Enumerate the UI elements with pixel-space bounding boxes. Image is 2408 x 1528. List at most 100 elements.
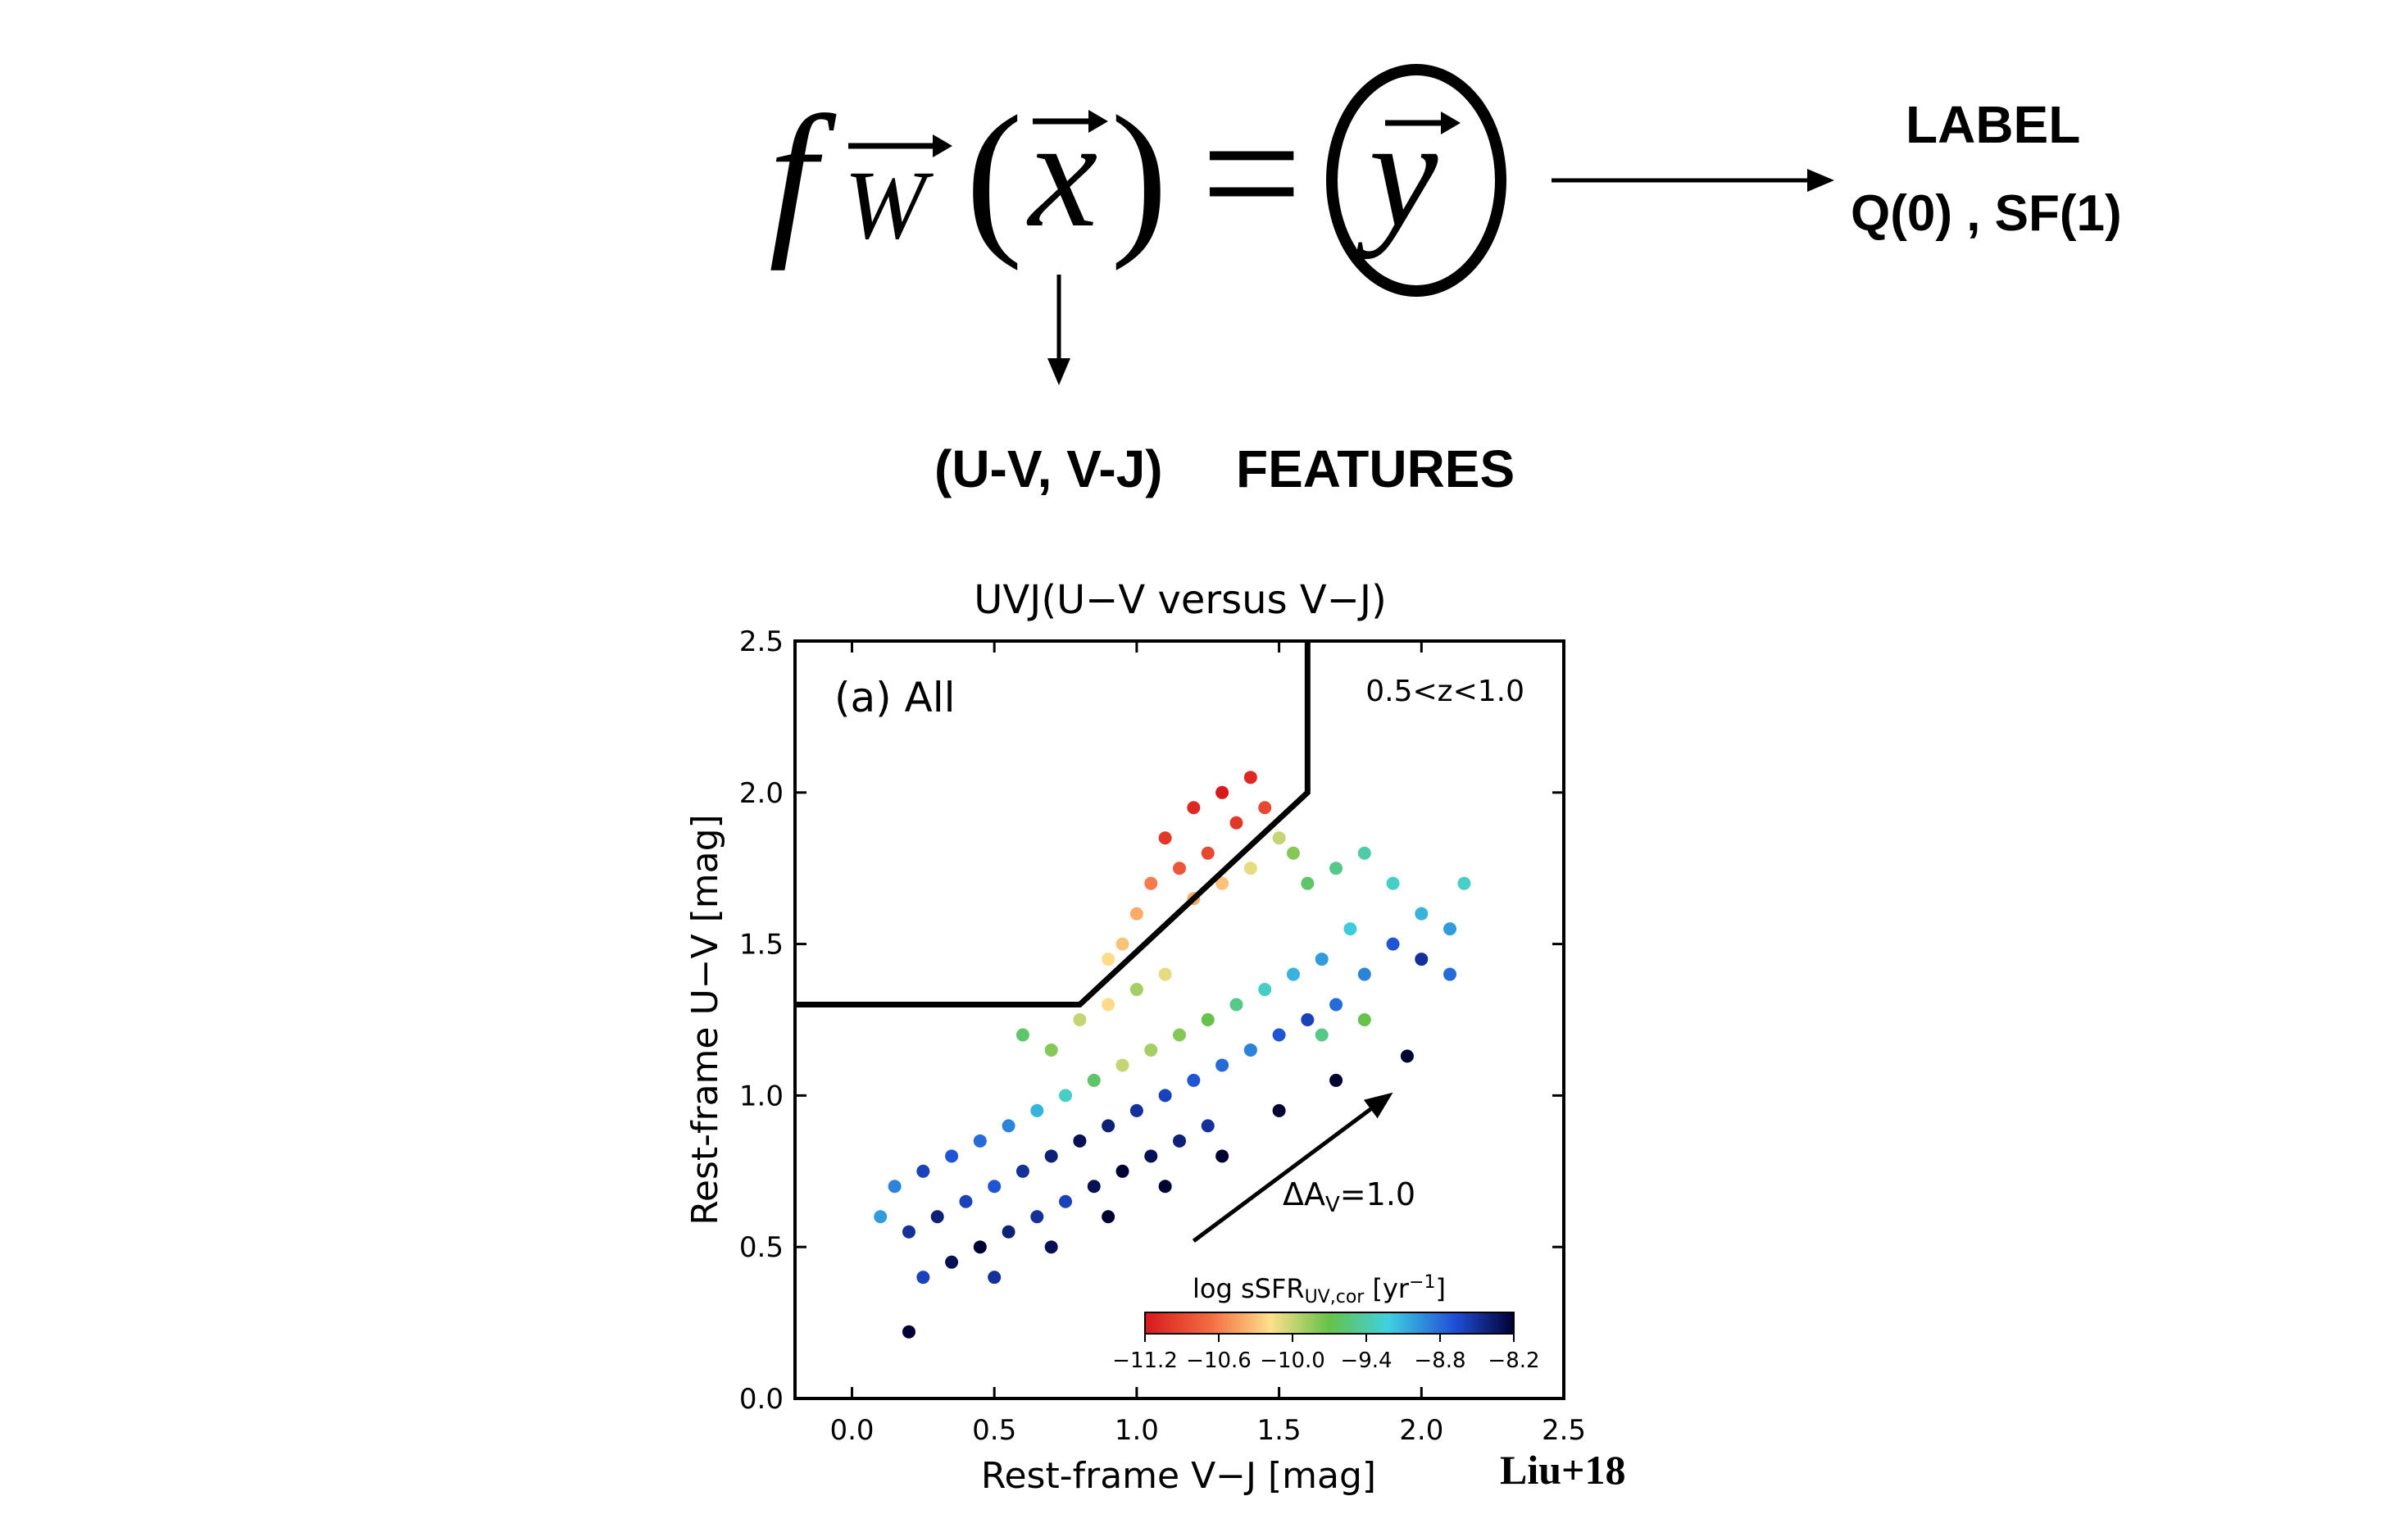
quiescent-boundary-line bbox=[795, 641, 1311, 1008]
scatter-point bbox=[1173, 1028, 1186, 1042]
label-classes: Q(0) , SF(1) bbox=[1851, 185, 2122, 242]
scatter-points bbox=[874, 771, 1471, 1339]
scatter-point bbox=[874, 1210, 888, 1224]
scatter-point bbox=[1158, 831, 1172, 845]
scatter-point bbox=[1415, 907, 1429, 921]
y-tick-label: 1.5 bbox=[739, 929, 784, 962]
input-vector-arrow-icon bbox=[1033, 110, 1108, 133]
colorbar-tick-label: −11.2 bbox=[1112, 1348, 1178, 1373]
reddening-vector-arrow-icon bbox=[1192, 1092, 1393, 1243]
scatter-point bbox=[1144, 876, 1158, 890]
scatter-point bbox=[1044, 1149, 1058, 1163]
formula-close-paren: ) bbox=[1111, 81, 1168, 271]
scatter-point bbox=[1102, 1210, 1115, 1224]
label-arrow-icon bbox=[1552, 169, 1834, 192]
arrow-head bbox=[1363, 1092, 1393, 1119]
y-tick-label: 0.5 bbox=[739, 1231, 784, 1264]
scatter-point bbox=[1201, 1013, 1215, 1026]
source-credit: Liu+18 bbox=[1500, 1447, 1626, 1493]
formula-open-paren: ( bbox=[965, 81, 1023, 271]
redshift-label: 0.5<z<1.0 bbox=[1365, 675, 1524, 708]
features-arrow-icon bbox=[1047, 275, 1070, 385]
formula-equals: = bbox=[1201, 73, 1302, 273]
scatter-point bbox=[1329, 862, 1343, 875]
scatter-point bbox=[1102, 1119, 1115, 1133]
formula-diagram: f W ( x ) = y bbox=[769, 64, 1834, 385]
reddening-label: ΔAV=1.0 bbox=[1283, 1176, 1415, 1217]
colorbar-tick-label: −8.2 bbox=[1488, 1348, 1539, 1373]
y-tick-label: 2.0 bbox=[739, 777, 784, 810]
scatter-point bbox=[1386, 876, 1400, 890]
scatter-point bbox=[1115, 1058, 1129, 1072]
scatter-point bbox=[1215, 785, 1229, 799]
scatter-point bbox=[1073, 1134, 1087, 1148]
scatter-point bbox=[1301, 1013, 1315, 1026]
scatter-point bbox=[888, 1180, 902, 1194]
scatter-point bbox=[1115, 937, 1129, 951]
x-tick-label: 2.0 bbox=[1399, 1414, 1443, 1447]
scatter-point bbox=[1187, 1073, 1201, 1087]
scatter-point bbox=[1443, 922, 1457, 936]
scatter-point bbox=[1301, 876, 1315, 890]
scatter-point bbox=[1044, 1240, 1058, 1254]
scatter-point bbox=[1457, 876, 1471, 890]
scatter-point bbox=[1215, 1058, 1229, 1072]
scatter-point bbox=[1015, 1164, 1029, 1178]
x-tick-label: 0.0 bbox=[829, 1414, 874, 1447]
panel-label: (a) All bbox=[834, 674, 956, 721]
label-title: LABEL bbox=[1906, 95, 2081, 154]
scatter-point bbox=[1015, 1028, 1029, 1042]
colorbar-tick-label: −10.0 bbox=[1260, 1348, 1325, 1373]
x-tick-label: 1.0 bbox=[1115, 1414, 1159, 1447]
output-highlight-circle bbox=[1326, 64, 1506, 297]
scatter-point bbox=[1201, 1119, 1215, 1133]
scatter-point bbox=[1158, 967, 1172, 981]
y-tick-label: 1.0 bbox=[739, 1080, 784, 1112]
scatter-point bbox=[916, 1164, 930, 1178]
scatter-point bbox=[945, 1255, 959, 1269]
scatter-point bbox=[1272, 831, 1286, 845]
y-tick-label: 2.5 bbox=[739, 625, 784, 658]
axis-ticks: 0.0 0.5 1.0 1.5 2.0 2.5 0.0 0.5 1.0 1.5 2.0 2.5 bbox=[739, 625, 1586, 1447]
arrow-shaft bbox=[1192, 1107, 1372, 1243]
colorbar-tick-label: −9.4 bbox=[1340, 1348, 1392, 1373]
scatter-point bbox=[1357, 967, 1371, 981]
scatter-point bbox=[988, 1271, 1002, 1285]
scatter-point bbox=[1258, 801, 1272, 815]
scatter-point bbox=[1229, 998, 1243, 1012]
scatter-point bbox=[1187, 801, 1201, 815]
y-axis-label: Rest-frame U−V [mag] bbox=[684, 814, 726, 1225]
scatter-point bbox=[1272, 1028, 1286, 1042]
scatter-point bbox=[1400, 1049, 1414, 1063]
scatter-point bbox=[1343, 922, 1357, 936]
formula-weights-w: W bbox=[844, 150, 934, 259]
colorbar-tick-label: −8.8 bbox=[1414, 1348, 1465, 1373]
scatter-point bbox=[1030, 1210, 1044, 1224]
scatter-point bbox=[1415, 953, 1429, 966]
scatter-point bbox=[973, 1134, 987, 1148]
scatter-point bbox=[1215, 1149, 1229, 1163]
x-tick-label: 0.5 bbox=[972, 1414, 1016, 1447]
scatter-point bbox=[1286, 967, 1300, 981]
scatter-point bbox=[959, 1194, 973, 1208]
scatter-point bbox=[1215, 876, 1229, 890]
scatter-point bbox=[1357, 1013, 1371, 1026]
scatter-point bbox=[1173, 862, 1186, 875]
features-title: FEATURES bbox=[1236, 439, 1515, 498]
scatter-point bbox=[1272, 1103, 1286, 1117]
chart-title: UVJ(U−V versus V−J) bbox=[974, 577, 1387, 623]
scatter-point bbox=[973, 1240, 987, 1254]
scatter-point bbox=[1329, 1073, 1343, 1087]
scatter-point bbox=[902, 1325, 915, 1339]
scatter-point bbox=[1386, 937, 1400, 951]
output-vector-arrow-icon bbox=[1385, 111, 1461, 134]
features-vars: (U-V, V-J) bbox=[934, 439, 1163, 498]
colorbar-ticks: −11.2 −10.6 −10.0 −9.4 −8.8 −8.2 bbox=[1112, 1334, 1540, 1373]
scatter-point bbox=[1173, 1134, 1186, 1148]
scatter-point bbox=[988, 1180, 1002, 1194]
scatter-point bbox=[1144, 1149, 1158, 1163]
scatter-point bbox=[1102, 953, 1115, 966]
scatter-point bbox=[916, 1271, 930, 1285]
scatter-point bbox=[1115, 1164, 1129, 1178]
scatter-point bbox=[1243, 862, 1257, 875]
